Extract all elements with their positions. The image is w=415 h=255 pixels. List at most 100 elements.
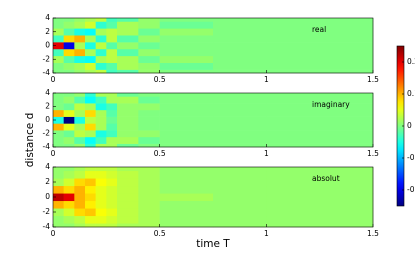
heat-cell: [53, 200, 64, 209]
heat-cell: [53, 208, 64, 217]
heat-cell: [95, 200, 107, 209]
heat-cell: [106, 93, 118, 97]
heat-cell: [106, 69, 118, 74]
heat-cell: [85, 35, 96, 43]
heat-cell: [95, 178, 107, 187]
heat-cell: [74, 123, 86, 131]
heat-cell: [138, 208, 160, 217]
heat-cell: [213, 136, 267, 144]
heat-cell: [117, 170, 139, 179]
heat-cell: [159, 109, 214, 117]
heat-cell: [106, 123, 118, 131]
heat-cell: [159, 167, 214, 172]
heat-cell: [106, 96, 118, 104]
x-tick-label: 1.5: [367, 75, 379, 84]
colorbar-tick-label: 0.1: [407, 89, 415, 98]
heat-cell: [106, 208, 118, 217]
heat-cell: [95, 193, 107, 202]
heat-cell: [63, 170, 75, 179]
heat-cell: [74, 48, 86, 57]
x-tick-label: 1: [264, 149, 269, 158]
heat-cell: [117, 35, 139, 43]
heat-cell: [117, 28, 139, 36]
heat-cell: [53, 69, 64, 74]
heat-cell: [117, 193, 139, 202]
heat-cell: [63, 136, 75, 144]
heat-cell: [213, 223, 267, 228]
panel-annotation: absolut: [312, 174, 340, 183]
heat-cell: [85, 62, 96, 70]
heat-cell: [159, 103, 214, 111]
heat-cell: [138, 93, 160, 97]
heat-cell: [53, 55, 64, 63]
heat-cell: [266, 35, 374, 43]
heat-cell: [213, 103, 267, 111]
heat-cell: [63, 93, 75, 97]
heat-cell: [117, 223, 139, 228]
heat-cell: [53, 21, 64, 29]
heat-cell: [74, 223, 86, 228]
heat-cell: [117, 55, 139, 63]
heat-cell: [106, 116, 118, 124]
heat-cell: [53, 136, 64, 144]
heat-cell: [53, 130, 64, 138]
heat-cell: [213, 48, 267, 57]
heat-cell: [95, 96, 107, 104]
heat-cell: [106, 167, 118, 172]
heat-cell: [63, 200, 75, 209]
x-tick-label: 0.5: [154, 75, 166, 84]
heat-cell: [159, 93, 214, 97]
heat-cell: [213, 28, 267, 36]
heat-cell: [85, 48, 96, 57]
heat-cell: [117, 96, 139, 104]
heat-cell: [266, 109, 374, 117]
heat-cell: [213, 35, 267, 43]
heat-cell: [74, 35, 86, 43]
heat-cell: [85, 116, 96, 124]
heat-cell: [95, 185, 107, 194]
y-tick-label: -2: [43, 207, 51, 216]
heat-cell: [266, 116, 374, 124]
heat-cell: [95, 116, 107, 124]
heat-cell: [266, 170, 374, 179]
heat-cell: [213, 123, 267, 131]
heat-cell: [63, 21, 75, 29]
x-tick-label: 0.5: [154, 149, 166, 158]
heat-cell: [106, 21, 118, 29]
heat-cell: [85, 167, 96, 172]
heat-cell: [74, 143, 86, 148]
heat-cell: [53, 193, 64, 202]
heat-cell: [266, 28, 374, 36]
heat-cell: [53, 18, 64, 22]
heat-cell: [266, 21, 374, 29]
heat-cell: [138, 116, 160, 124]
heat-cell: [53, 93, 64, 97]
heat-cell: [138, 167, 160, 172]
y-tick-label: 4: [45, 162, 50, 171]
heat-cell: [213, 178, 267, 187]
heat-cell: [266, 167, 374, 172]
heat-cell: [53, 103, 64, 111]
heat-cell: [213, 143, 267, 148]
y-tick-label: -4: [43, 68, 51, 77]
heat-cell: [74, 215, 86, 224]
heat-cell: [74, 109, 86, 117]
heat-cell: [85, 223, 96, 228]
heat-cell: [63, 223, 75, 228]
heat-cell: [63, 167, 75, 172]
heat-cell: [85, 21, 96, 29]
heat-cell: [74, 200, 86, 209]
heat-cell: [159, 69, 214, 74]
heat-cell: [63, 215, 75, 224]
heat-cell: [138, 143, 160, 148]
heat-cell: [74, 193, 86, 202]
heat-cell: [53, 143, 64, 148]
heat-cell: [95, 109, 107, 117]
x-tick-label: 1.5: [367, 229, 379, 238]
heat-cell: [74, 18, 86, 22]
heat-cell: [138, 223, 160, 228]
heat-cell: [85, 18, 96, 22]
heat-cell: [138, 62, 160, 70]
heat-cell: [95, 28, 107, 36]
heat-cell: [266, 143, 374, 148]
